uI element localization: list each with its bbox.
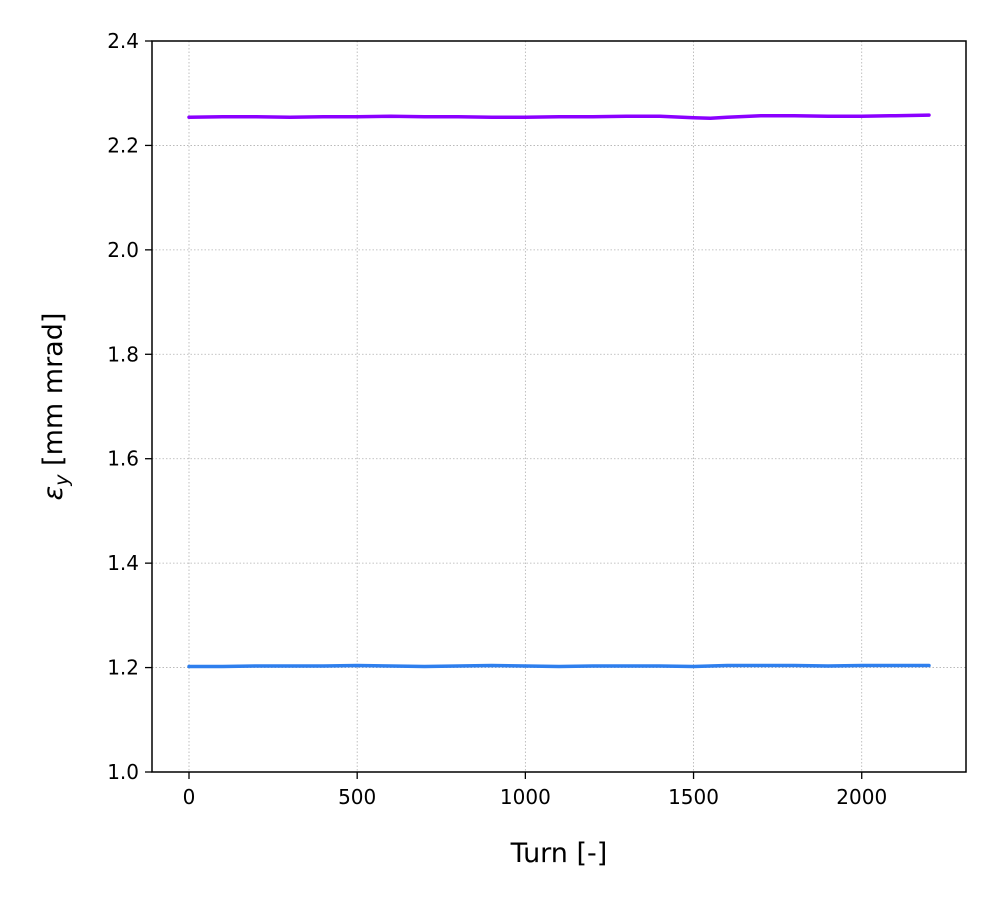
y-tick-label: 1.6	[107, 447, 139, 471]
y-axis-label-subscript: y	[51, 474, 73, 487]
y-tick-label: 2.2	[107, 133, 139, 157]
y-tick-label: 1.4	[107, 551, 139, 575]
y-tick-label: 1.0	[107, 760, 139, 784]
y-axis-label: εy [mm mrad]	[38, 313, 73, 501]
x-tick-label: 1500	[668, 785, 719, 809]
y-axis-label-symbol: ε	[38, 486, 69, 501]
series-line-2	[187, 663, 931, 669]
y-axis-label-unit: [mm mrad]	[38, 313, 69, 475]
x-tick-label: 500	[338, 785, 376, 809]
y-tick-label: 1.8	[107, 342, 139, 366]
y-tick-label: 2.4	[107, 29, 139, 53]
x-tick-label: 1000	[500, 785, 551, 809]
y-tick-label: 1.2	[107, 656, 139, 680]
series-line-1	[187, 113, 931, 121]
x-axis-label: Turn [-]	[510, 838, 608, 869]
ticks: 0 500 1000 1500 2000 1.0 1.2 1.4 1.6 1.8 2.0 2.2 2.4	[107, 29, 887, 809]
y-tick-label: 2.0	[107, 238, 139, 262]
series-group	[187, 113, 931, 669]
x-tick-label: 0	[183, 785, 196, 809]
x-tick-label: 2000	[836, 785, 887, 809]
grid	[152, 40, 966, 773]
axes-frame	[151, 40, 967, 773]
